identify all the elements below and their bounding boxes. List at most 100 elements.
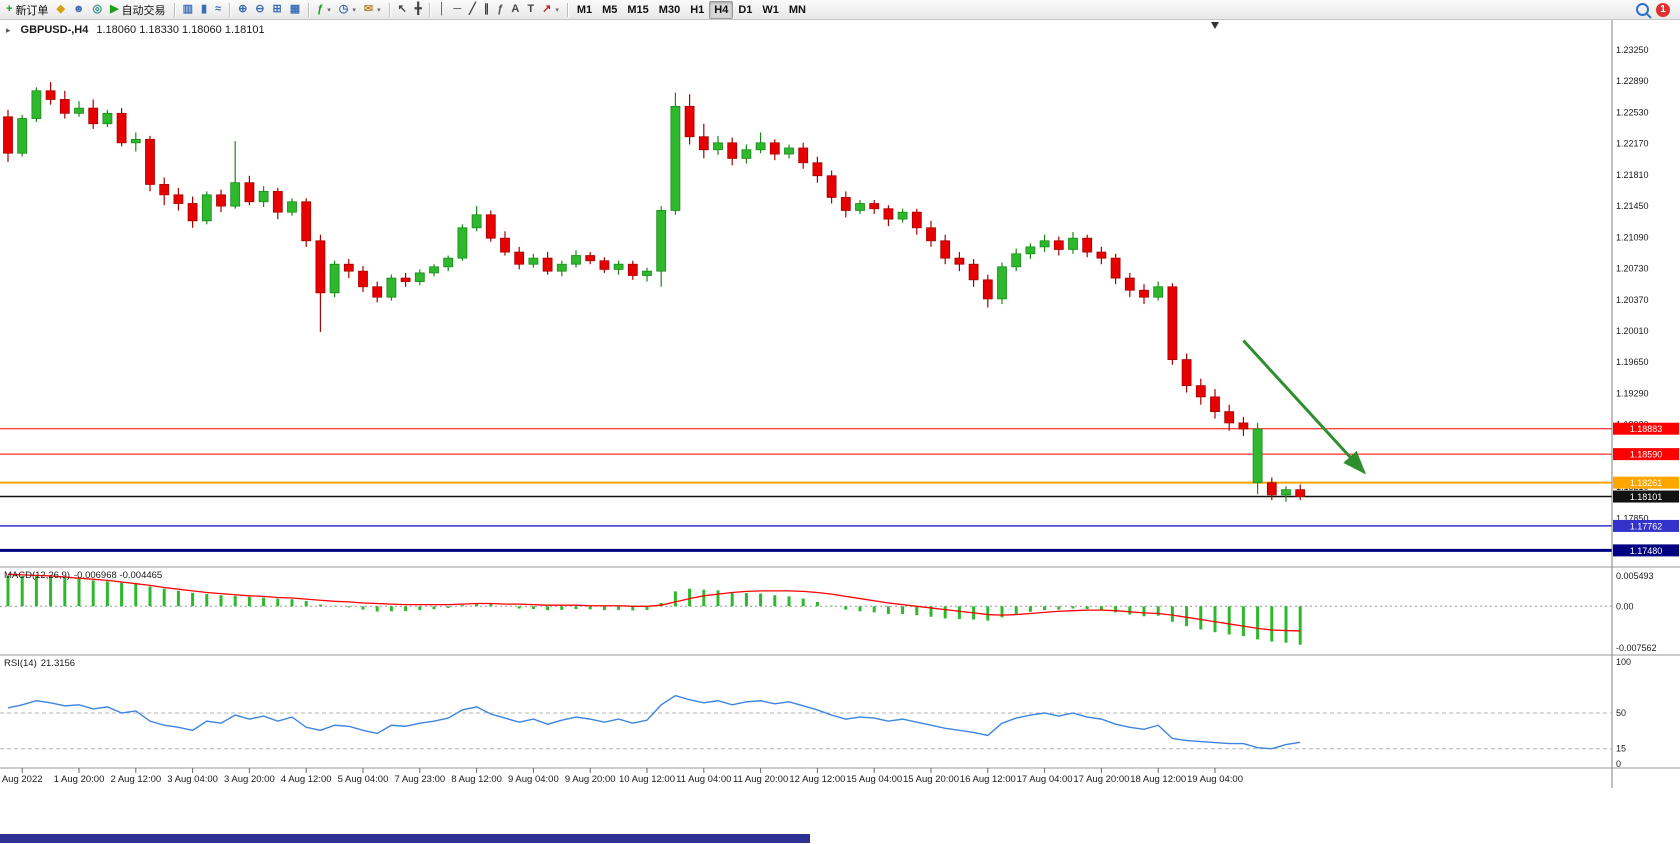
candlestick [1139,284,1149,305]
toolbar-tf-h4-button[interactable]: H4 [709,0,734,19]
horizontal-scrollbar-thumb[interactable] [0,834,810,843]
candlestick [3,109,13,162]
toolbar-candlestick-chart-button[interactable]: ▮ [197,1,211,19]
candlestick [500,231,510,256]
toolbar-tf-d1-button[interactable]: D1 [733,1,757,19]
candlestick [755,132,766,154]
toolbar-text-button[interactable]: A [507,1,523,19]
toolbar-auto-arrange-button[interactable]: ▦ [286,1,304,19]
toolbar-periods-button[interactable]: ◷ ▾ [335,1,360,19]
toolbar-line-chart-button[interactable]: ≈ [211,1,225,19]
candlestick [812,156,823,183]
toolbar-tf-m5-button[interactable]: M5 [597,1,622,19]
candlestick [926,220,936,247]
rsi-scale-label: 0 [1616,759,1621,769]
price-badge: 1.18101 [1613,490,1679,503]
candlestick [798,142,809,169]
candlestick [230,141,241,209]
candlestick [216,189,226,213]
toolbar-crosshair-button[interactable]: ╋ [411,1,426,19]
bar-shift-marker-icon[interactable] [1211,22,1219,29]
toolbar-items: + 新订单 ◆ ☻ ◎ ▶ 自动交易 ▥ ▮ ≈ ⊕ ⊖ ⊞ ▦ ƒ ▾ ◷ ▾ ✉ ▾ ↖ ╋ │ ─ ╱ ∥ ƒ A T ↗ ▾ M1 M5… [2,0,811,19]
toolbar-tf-m1-button[interactable]: M1 [572,1,597,19]
toolbar-chart-window-button[interactable]: ◆ [52,1,68,19]
svg-text:1.18101: 1.18101 [1630,492,1663,502]
chart-ohlc-header: ▸ GBPUSD-,H4 1.18060 1.18330 1.18060 1.1… [6,24,265,36]
new-order-label: 新订单 [15,4,49,17]
candlestick-chart-icon: ▮ [200,3,208,15]
candlestick [59,90,70,119]
toolbar-navigator-button[interactable]: ◎ [88,1,106,19]
notification-badge[interactable]: 1 [1656,2,1670,17]
toolbar-templates-button[interactable]: ✉ ▾ [360,1,385,19]
toolbar-autotrading-button[interactable]: ▶ 自动交易 [106,1,169,19]
toolbar-bar-chart-button[interactable]: ▥ [179,1,197,19]
candlestick [599,257,610,273]
rsi-scale-label: 50 [1616,708,1626,718]
time-axis-label: 7 Aug 23:00 [394,774,445,785]
collapse-toggle-icon[interactable]: ▸ [6,25,11,35]
candlestick [414,269,425,286]
toolbar-equidistant-channel-button[interactable]: ∥ [480,1,494,19]
toolbar-new-order-button[interactable]: + 新订单 [2,1,52,19]
toolbar-trendline-button[interactable]: ╱ [465,1,480,19]
time-axis-label: 18 Aug 12:00 [1130,774,1186,785]
candlestick [1266,477,1277,501]
toolbar-arrows-button[interactable]: ↗ ▾ [538,1,563,19]
text-label-icon: T [527,3,535,15]
chevron-down-icon: ▾ [377,6,381,14]
price-axis-label: 1.21810 [1616,170,1649,180]
chevron-down-icon: ▾ [352,6,356,14]
toolbar-tf-m15-button[interactable]: M15 [622,1,653,19]
toolbar-tf-mn-button[interactable]: MN [784,1,811,19]
candlestick [258,186,269,207]
navigator-icon: ◎ [92,3,103,15]
toolbar-cursor-button[interactable]: ↖ [394,1,411,19]
time-axis-label: 17 Aug 04:00 [1017,774,1073,785]
candlestick [542,252,553,275]
candlestick [173,187,184,211]
chart-canvas[interactable]: 1.23250 1.22890 1.22530 1.22170 1.21810 1.214… [0,20,1680,844]
candlestick [272,187,283,220]
toolbar-fibonacci-button[interactable]: ƒ [493,1,507,19]
rsi-name: RSI(14) [4,658,37,669]
candlestick [31,87,42,122]
tf-m15-label: M15 [627,3,649,16]
candlestick [571,250,581,268]
candlestick [244,175,255,206]
candlestick [159,177,170,206]
price-axis-label: 1.19650 [1616,357,1649,367]
toolbar-tile-windows-button[interactable]: ⊞ [269,1,286,19]
candlestick [684,94,695,145]
zoom-in-icon: ⊕ [238,3,248,15]
candlestick [670,92,681,215]
candlestick [897,208,908,223]
toolbar-zoom-in-button[interactable]: ⊕ [234,1,251,19]
trend-arrow-annotation[interactable] [1242,339,1367,475]
time-axis-label: 5 Aug 04:00 [338,774,389,785]
toolbar-separator [229,2,231,17]
candlestick [315,234,326,332]
candlestick [627,260,638,280]
toolbar-tf-m30-button[interactable]: M30 [654,1,685,19]
toolbar-text-label-button[interactable]: T [523,1,538,19]
candlestick [287,198,297,216]
arrows-icon: ↗ [542,3,552,15]
time-axis-label: 11 Aug 04:00 [676,774,731,785]
macd-scale-label: 0.005493 [1616,571,1654,581]
candlestick [187,196,198,228]
toolbar-tf-h1-button[interactable]: H1 [685,1,709,19]
toolbar-zoom-out-button[interactable]: ⊖ [251,1,268,19]
candlestick [358,265,368,292]
chart-window: 1.23250 1.22890 1.22530 1.22170 1.21810 1.214… [0,20,1680,844]
toolbar-horizontal-line-button[interactable]: ─ [449,1,465,19]
toolbar-market-watch-button[interactable]: ☻ [69,1,89,19]
candlestick [1153,281,1164,301]
search-icon[interactable] [1636,3,1649,16]
toolbar-indicators-button[interactable]: ƒ ▾ [313,1,335,19]
toolbar-tf-w1-button[interactable]: W1 [757,1,784,19]
chart-window-icon: ◆ [56,3,65,15]
candlestick [485,210,496,242]
rsi-label: RSI(14) 21.3156 [4,658,79,669]
toolbar-vertical-line-button[interactable]: │ [434,1,449,19]
